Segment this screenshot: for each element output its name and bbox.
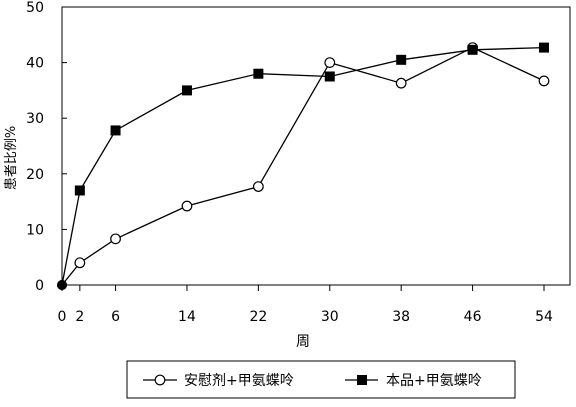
series-2-point <box>396 54 407 65</box>
series-2-point <box>539 42 549 53</box>
series-1-point <box>74 257 86 269</box>
series-1-point <box>395 77 407 89</box>
series-markers <box>57 42 550 290</box>
legend-label-1: 安慰剂+甲氨蝶呤 <box>184 372 294 389</box>
series-line-1 <box>61 46 545 286</box>
y-tick-label: 20 <box>26 167 44 183</box>
x-tick-label: 14 <box>178 309 196 325</box>
legend-label-2: 本品+甲氨蝶呤 <box>386 373 482 389</box>
y-tick-label: 40 <box>26 56 44 72</box>
series-1-point <box>181 200 193 212</box>
x-tick-label: 0 <box>58 309 67 325</box>
x-tick-label: 46 <box>464 309 482 325</box>
x-axis-label: 周 <box>296 334 310 350</box>
y-axis-label: 患者比例% <box>4 126 19 190</box>
legend: 安慰剂+甲氨蝶呤 本品+甲氨蝶呤 <box>126 360 516 399</box>
series-1-point <box>324 57 336 68</box>
axes <box>61 6 571 286</box>
legend-box <box>126 360 516 399</box>
x-tick-label: 54 <box>535 309 553 325</box>
y-tick-label: 0 <box>35 278 44 294</box>
series-1-point <box>252 181 264 192</box>
y-tick-label: 50 <box>26 0 44 16</box>
x-tick-label: 6 <box>111 309 120 325</box>
x-tick-label: 2 <box>75 309 84 325</box>
series-2-point <box>74 185 85 196</box>
x-tick-label: 22 <box>249 309 267 325</box>
series-2-point <box>467 44 478 55</box>
series-1-point <box>538 75 550 87</box>
legend-marker-2 <box>357 375 367 385</box>
origin-point <box>57 280 67 290</box>
x-tick-label: 38 <box>392 309 410 325</box>
series-lines <box>61 46 545 286</box>
series-2-point <box>253 68 264 79</box>
y-tick-label: 30 <box>26 111 44 127</box>
legend-marker-1 <box>154 374 166 386</box>
plot-frame <box>61 6 571 286</box>
x-tick-label: 30 <box>321 309 339 325</box>
series-2-point <box>181 85 192 96</box>
series-1-point <box>110 233 121 245</box>
series-line-2 <box>61 46 545 286</box>
series-2-point <box>324 71 335 82</box>
series-2-point <box>110 125 121 136</box>
y-tick-label: 10 <box>26 222 44 238</box>
